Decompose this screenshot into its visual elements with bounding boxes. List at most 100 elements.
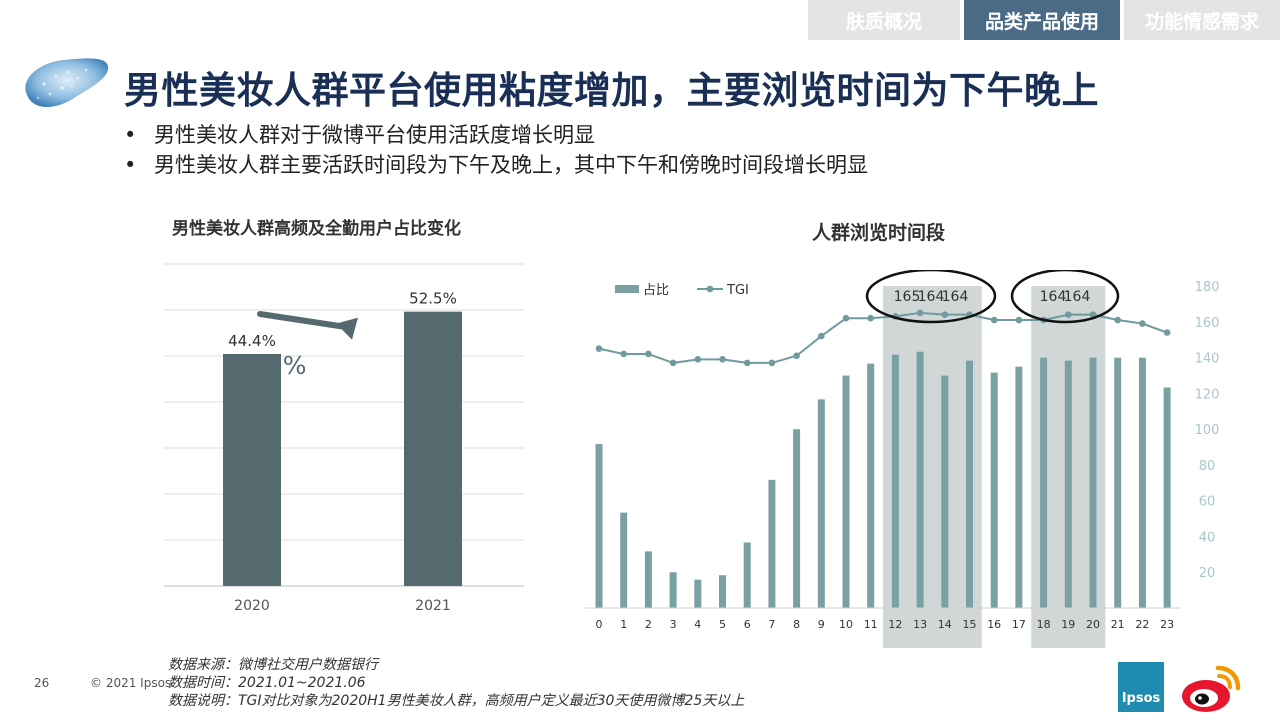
- bullet-list: • 男性美妆人群对于微博平台使用活跃度增长明显 • 男性美妆人群主要活跃时间段为下午…: [124, 120, 868, 180]
- bar: [644, 551, 652, 608]
- legend-swatch-bar: [615, 285, 639, 293]
- bar: [891, 354, 899, 608]
- y-tick-label: 120: [1195, 387, 1220, 402]
- tgi-value-label: 164: [942, 289, 969, 305]
- left-bar-chart: 44.4% 2020 52.5% 2021 +8.1%: [164, 263, 524, 614]
- tgi-point: [842, 314, 850, 322]
- tgi-point: [1139, 320, 1146, 327]
- x-tick-label: 12: [888, 618, 902, 631]
- growth-annotation: +8.1%: [222, 351, 306, 380]
- x-tick-label: 2020: [234, 598, 270, 614]
- tgi-line: [598, 311, 1168, 364]
- tgi-point: [595, 345, 603, 352]
- bullet-item: • 男性美妆人群对于微博平台使用活跃度增长明显: [124, 123, 595, 147]
- x-tick-label: 2: [645, 618, 652, 631]
- tgi-value-label: 165: [894, 289, 921, 305]
- bar: [768, 479, 776, 608]
- data-label: 44.4%: [228, 332, 276, 350]
- bar: [719, 575, 726, 608]
- x-tick-label: 14: [938, 618, 952, 631]
- y-tick-label: 160: [1195, 316, 1220, 331]
- tgi-point: [1015, 316, 1023, 324]
- tgi-point: [990, 316, 998, 324]
- bullet-item: • 男性美妆人群主要活跃时间段为下午及晚上，其中下午和傍晚时间段增长明显: [124, 153, 868, 177]
- y-tick-label: 100: [1195, 423, 1220, 438]
- x-tick-label: 19: [1061, 618, 1075, 631]
- x-tick-label: 21: [1111, 618, 1125, 631]
- tgi-point: [916, 309, 924, 317]
- x-tick-label: 5: [719, 618, 726, 631]
- copyright: © 2021 Ipsos.: [90, 676, 175, 690]
- left-chart-title: 男性美妆人群高频及全勤用户占比变化: [172, 219, 461, 239]
- bar: [817, 399, 825, 608]
- bar: [1064, 360, 1072, 608]
- x-tick-label: 1: [620, 618, 627, 631]
- tgi-point: [1089, 311, 1097, 318]
- tgi-point: [768, 359, 776, 367]
- right-combo-chart: 0 1 2 3 4 5 6 7 8 9 10 11 12 13 14 15 16 17 18 19 20 21 22 2320…: [585, 270, 1220, 648]
- x-tick-label: 16: [987, 618, 1001, 631]
- bar: [842, 375, 850, 608]
- trend-arrow-head: [336, 317, 358, 340]
- bar: [941, 375, 949, 608]
- data-label: 52.5%: [409, 290, 457, 308]
- legend-label: 占比: [643, 283, 669, 298]
- x-tick-label: 22: [1135, 618, 1149, 631]
- tab-skin-overview[interactable]: 肤质概况: [808, 0, 960, 40]
- tgi-point: [941, 311, 949, 318]
- tgi-point: [645, 350, 652, 358]
- x-tick-label: 18: [1037, 618, 1051, 631]
- y-tick-label: 40: [1199, 530, 1216, 545]
- footer-explanation: 数据说明：TGI对比对象为2020H1男性美妆人群，高频用户定义最近30天使用微…: [168, 693, 745, 709]
- tab-function-emotion[interactable]: 功能情感需求: [1124, 0, 1280, 40]
- bar: [966, 360, 973, 608]
- bar: [694, 579, 702, 608]
- y-tick-label: 80: [1199, 459, 1216, 474]
- trend-arrow-shaft: [257, 310, 353, 331]
- bar: [669, 572, 677, 608]
- bar: [1040, 357, 1048, 608]
- y-tick-label: 20: [1199, 566, 1216, 581]
- bar: [793, 429, 801, 608]
- bar: [223, 353, 281, 586]
- x-tick-label: 0: [596, 618, 603, 631]
- tgi-point: [719, 356, 726, 363]
- bar: [620, 512, 628, 608]
- right-chart-title: 人群浏览时间段: [812, 222, 946, 244]
- bar: [743, 542, 751, 608]
- x-tick-label: 9: [818, 618, 825, 631]
- bar: [1138, 357, 1146, 608]
- weibo-logo-icon: [1182, 665, 1241, 712]
- bar: [595, 444, 603, 608]
- tgi-point: [1114, 316, 1121, 324]
- x-tick-label: 2021: [415, 598, 451, 614]
- tgi-point: [818, 332, 825, 340]
- bar: [1089, 357, 1097, 608]
- x-tick-label: 8: [793, 618, 800, 631]
- x-tick-label: 15: [963, 618, 977, 631]
- x-tick-label: 23: [1160, 618, 1174, 631]
- x-tick-label: 17: [1012, 618, 1026, 631]
- y-tick-label: 180: [1195, 280, 1220, 295]
- bar: [1163, 387, 1171, 608]
- page-title: 男性美妆人群平台使用粘度增加，主要浏览时间为下午晚上: [124, 69, 1099, 112]
- decorative-texture-icon: [25, 58, 109, 107]
- tab-category-product[interactable]: 品类产品使用: [964, 0, 1120, 40]
- x-tick-label: 10: [839, 618, 853, 631]
- tgi-point: [1065, 311, 1072, 318]
- bar: [1114, 357, 1122, 608]
- tgi-value-label: 164: [1040, 289, 1067, 305]
- tgi-point: [793, 352, 800, 360]
- tgi-point: [669, 359, 677, 367]
- tgi-value-label: 164: [1064, 289, 1091, 305]
- x-tick-label: 7: [768, 618, 775, 631]
- legend-label: TGI: [726, 283, 749, 298]
- footer-period: 数据时间：2021.01~2021.06: [168, 675, 366, 691]
- y-tick-label: 60: [1199, 495, 1216, 510]
- tgi-point: [1163, 329, 1171, 336]
- tgi-point: [867, 314, 874, 322]
- tgi-value-label: 164: [918, 289, 945, 305]
- page-number: 26: [34, 676, 50, 690]
- footer-source: 数据来源：微博社交用户数据银行: [168, 657, 378, 673]
- x-tick-label: 4: [694, 618, 701, 631]
